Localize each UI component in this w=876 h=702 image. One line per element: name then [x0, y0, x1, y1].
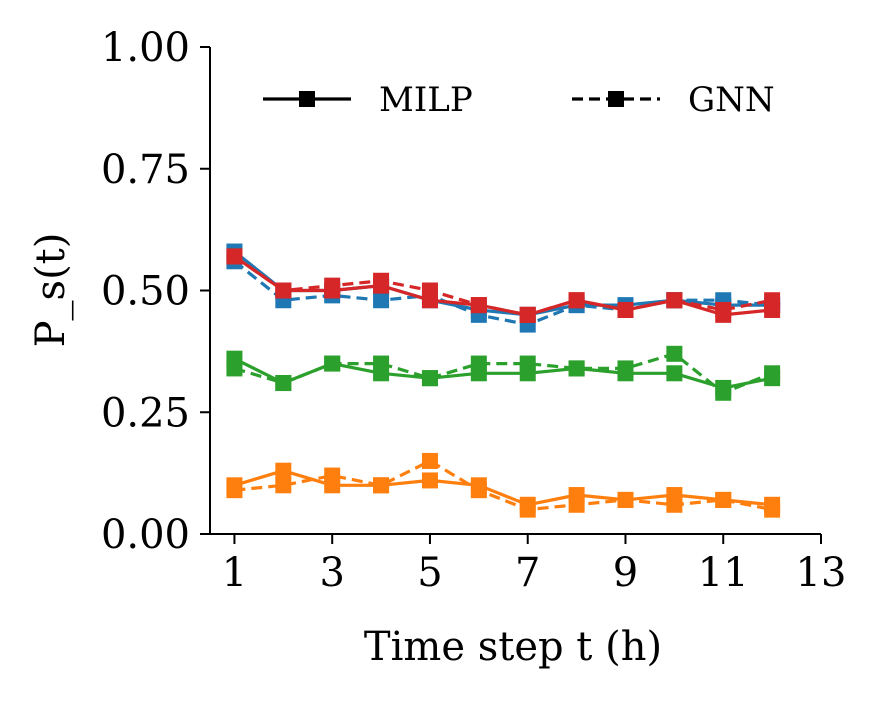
series-1-gnn	[226, 253, 781, 333]
axes: 0.000.250.500.751.001 3 5 7 9 11 13	[101, 25, 847, 596]
legend: MILP GNN	[263, 80, 775, 120]
legend-marker	[608, 91, 624, 107]
data-point	[421, 282, 438, 299]
data-point	[568, 292, 585, 309]
data-point	[275, 282, 292, 299]
y-tick-label: 0.25	[101, 390, 190, 436]
data-point	[324, 277, 341, 294]
series-line	[234, 459, 773, 512]
data-point	[715, 384, 732, 401]
data-point	[275, 375, 292, 392]
data-point	[666, 292, 683, 309]
data-point	[617, 491, 634, 508]
data-point	[764, 365, 781, 382]
data-point	[715, 491, 732, 508]
x-tick-label: 9	[613, 550, 638, 596]
data-point	[470, 355, 487, 372]
data-point	[373, 292, 390, 309]
x-tick-label: 1	[222, 550, 247, 596]
data-point	[666, 496, 683, 513]
data-point	[519, 355, 536, 372]
data-point	[764, 292, 781, 309]
data-point	[764, 501, 781, 518]
data-point	[275, 477, 292, 494]
data-point	[715, 301, 732, 318]
data-point	[470, 297, 487, 314]
data-point	[519, 501, 536, 518]
legend-entry-milp: MILP	[263, 80, 473, 120]
x-tick-label: 5	[417, 550, 442, 596]
series-line	[233, 255, 773, 317]
x-tick-label: 7	[515, 550, 540, 596]
y-tick-label: 0.75	[101, 147, 190, 193]
x-tick-label: 13	[796, 550, 847, 596]
series-4-milp	[226, 462, 781, 513]
data-point	[666, 345, 683, 362]
data-point	[421, 472, 438, 489]
data-point	[421, 452, 438, 469]
series-line	[233, 469, 773, 507]
series-layer	[226, 243, 781, 518]
y-tick-label: 0.00	[101, 512, 190, 558]
legend-label: GNN	[688, 80, 775, 120]
data-point	[226, 482, 243, 499]
data-point	[373, 355, 390, 372]
data-point	[470, 482, 487, 499]
series-line	[233, 260, 773, 327]
data-point	[617, 301, 634, 318]
data-point	[568, 496, 585, 513]
y-tick-label: 0.50	[101, 269, 190, 315]
legend-label: MILP	[379, 80, 473, 120]
data-point	[519, 306, 536, 323]
x-axis-label: Time step t (h)	[364, 624, 662, 670]
x-tick-label: 3	[319, 550, 344, 596]
data-point	[226, 360, 243, 377]
data-point	[324, 467, 341, 484]
data-point	[373, 272, 390, 289]
legend-entry-gnn: GNN	[572, 80, 775, 120]
data-point	[421, 370, 438, 387]
series-line	[233, 352, 773, 395]
series-3-gnn	[226, 345, 781, 401]
legend-marker	[299, 91, 315, 107]
data-point	[666, 365, 683, 382]
series-7-gnn	[226, 248, 781, 323]
y-tick-label: 1.00	[101, 25, 190, 71]
data-point	[275, 462, 292, 479]
series-5-gnn	[226, 452, 781, 518]
data-point	[617, 360, 634, 377]
data-point	[373, 477, 390, 494]
data-point	[324, 355, 341, 372]
data-point	[568, 360, 585, 377]
series-line	[233, 255, 773, 317]
x-tick-label: 11	[698, 550, 749, 596]
y-axis-label: P_s(t)	[28, 233, 74, 348]
data-point	[226, 248, 243, 265]
